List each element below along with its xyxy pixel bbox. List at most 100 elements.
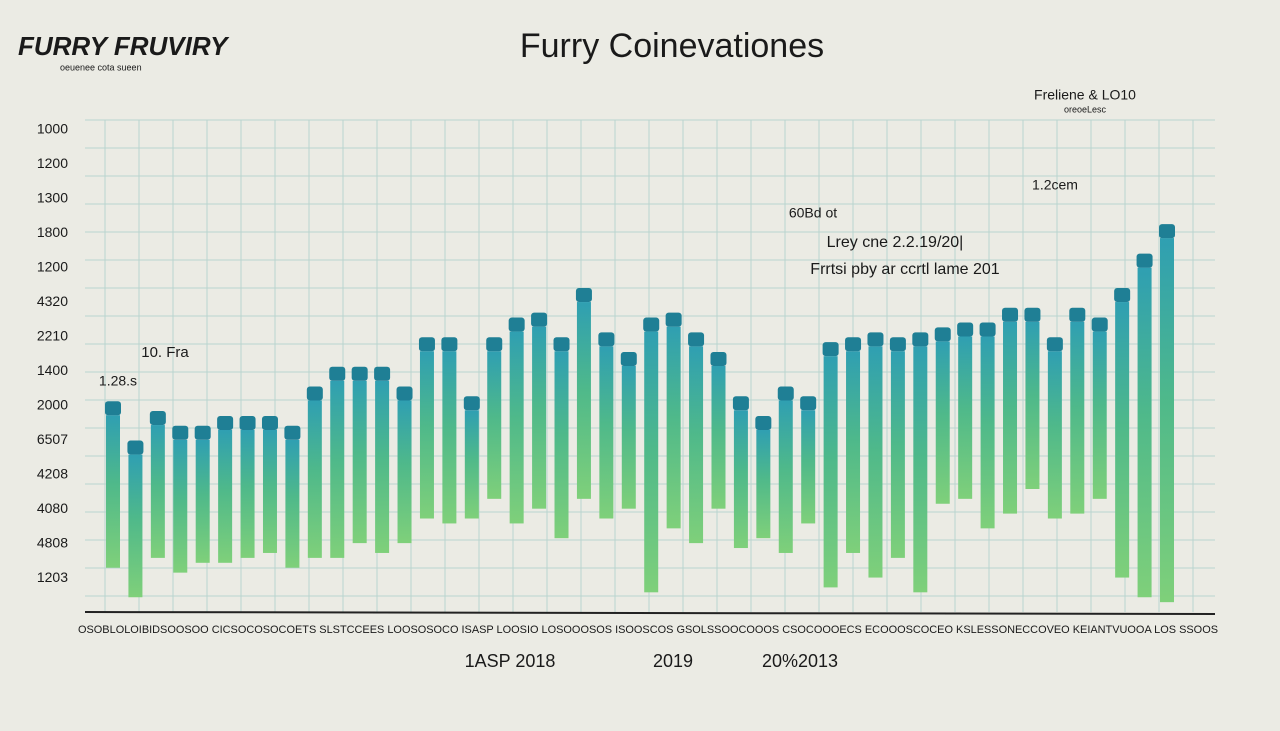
bar-cap	[688, 332, 705, 347]
bar-cap	[239, 415, 256, 430]
bar-cap	[867, 332, 884, 347]
bar	[890, 351, 905, 558]
bar-cap	[912, 332, 929, 347]
y-tick-label: 1203	[37, 569, 68, 585]
bar	[778, 400, 793, 553]
y-tick-label: 6507	[37, 431, 68, 447]
bar	[666, 326, 681, 529]
annotation-sub: oreoeLesc	[1064, 104, 1107, 114]
bar	[913, 346, 928, 593]
bar	[689, 346, 704, 544]
bar	[644, 331, 659, 593]
logo-subtext: oeuenee cota sueen	[60, 62, 142, 72]
y-tick-label: 4320	[37, 293, 68, 309]
bar	[1025, 321, 1040, 489]
bar-cap	[845, 337, 862, 352]
bar-cap	[441, 337, 458, 352]
bar-cap	[261, 415, 278, 430]
annotation: Freliene & LO10	[1034, 87, 1136, 103]
bar-cap	[531, 312, 548, 327]
bar-cap	[1114, 288, 1131, 303]
bar-cap	[306, 386, 323, 401]
bar	[442, 351, 457, 524]
bar	[801, 410, 816, 524]
x-label: 2019	[653, 651, 693, 671]
bar-cap	[463, 396, 480, 411]
bar-cap	[732, 396, 749, 411]
bar-cap	[396, 386, 413, 401]
bar	[262, 429, 277, 553]
bar	[532, 326, 547, 509]
bar-cap	[329, 366, 346, 381]
y-tick-label: 4208	[37, 466, 68, 482]
bar	[823, 356, 838, 588]
y-tick-label: 1000	[37, 121, 68, 137]
bar-cap	[710, 352, 727, 366]
annotation: Frrtsi pby ar ccrtl lame 201	[810, 261, 999, 278]
bar	[576, 302, 591, 499]
bar	[1137, 267, 1152, 598]
bar	[397, 400, 412, 544]
x-label: 1ASP 2018	[465, 651, 556, 671]
bar-cap	[755, 415, 772, 430]
bar	[240, 429, 255, 558]
bar-cap	[979, 322, 996, 337]
bar-cap	[777, 386, 794, 401]
bar	[599, 346, 614, 519]
y-tick-label: 1200	[37, 259, 68, 275]
bar-cap	[957, 322, 974, 337]
bar	[846, 351, 861, 553]
y-tick-label: 2210	[37, 328, 68, 344]
bar	[958, 336, 973, 499]
y-tick-label: 2000	[37, 397, 68, 413]
bar-cap	[553, 337, 570, 352]
bar	[464, 410, 479, 519]
bar	[756, 429, 771, 539]
annotation: 1.2cem	[1032, 177, 1078, 193]
chart-title: Furry Coinevationes	[520, 27, 824, 65]
bar	[128, 454, 143, 598]
bar-cap	[1136, 253, 1153, 268]
x-label: 20%2013	[762, 651, 838, 671]
bar-cap	[889, 337, 906, 352]
annotation: 1.28.s	[99, 373, 137, 389]
bar	[285, 439, 300, 568]
bar	[733, 410, 748, 549]
bar	[554, 351, 569, 539]
bar	[375, 380, 390, 553]
bar	[487, 351, 502, 499]
bar	[330, 380, 345, 558]
bar	[1160, 238, 1174, 603]
x-axis-strip: OSOBLOLOIBIDSOOSOO CICSOCOSOCOETS SLSTCC…	[78, 624, 1218, 636]
bar	[621, 366, 636, 509]
bar-cap	[1159, 224, 1175, 239]
bar	[1047, 351, 1062, 519]
bar	[195, 439, 210, 563]
bar-cap	[620, 352, 637, 366]
bar-cap	[374, 366, 391, 381]
bar-cap	[217, 415, 234, 430]
bar	[1003, 321, 1018, 514]
y-tick-label: 4808	[37, 535, 68, 551]
y-tick-label: 1300	[37, 190, 68, 206]
bar-cap	[508, 317, 525, 332]
bar-cap	[934, 327, 951, 342]
bar	[352, 380, 367, 544]
bar	[509, 331, 524, 524]
bar	[173, 439, 188, 573]
bar	[150, 425, 165, 558]
annotation: 60Bd ot	[789, 205, 837, 221]
bar-cap	[665, 312, 682, 327]
bar-cap	[1069, 307, 1086, 322]
y-tick-label: 1400	[37, 362, 68, 378]
bar-cap	[598, 332, 615, 347]
annotation: Lrey cne 2.2.19/20|	[827, 234, 964, 251]
bar-cap	[172, 425, 189, 440]
bar-cap	[351, 366, 368, 381]
bar-cap	[1024, 307, 1041, 322]
bar	[711, 366, 726, 509]
bar	[307, 400, 322, 558]
bar	[1092, 331, 1107, 499]
annotation: 10. Fra	[141, 344, 189, 361]
